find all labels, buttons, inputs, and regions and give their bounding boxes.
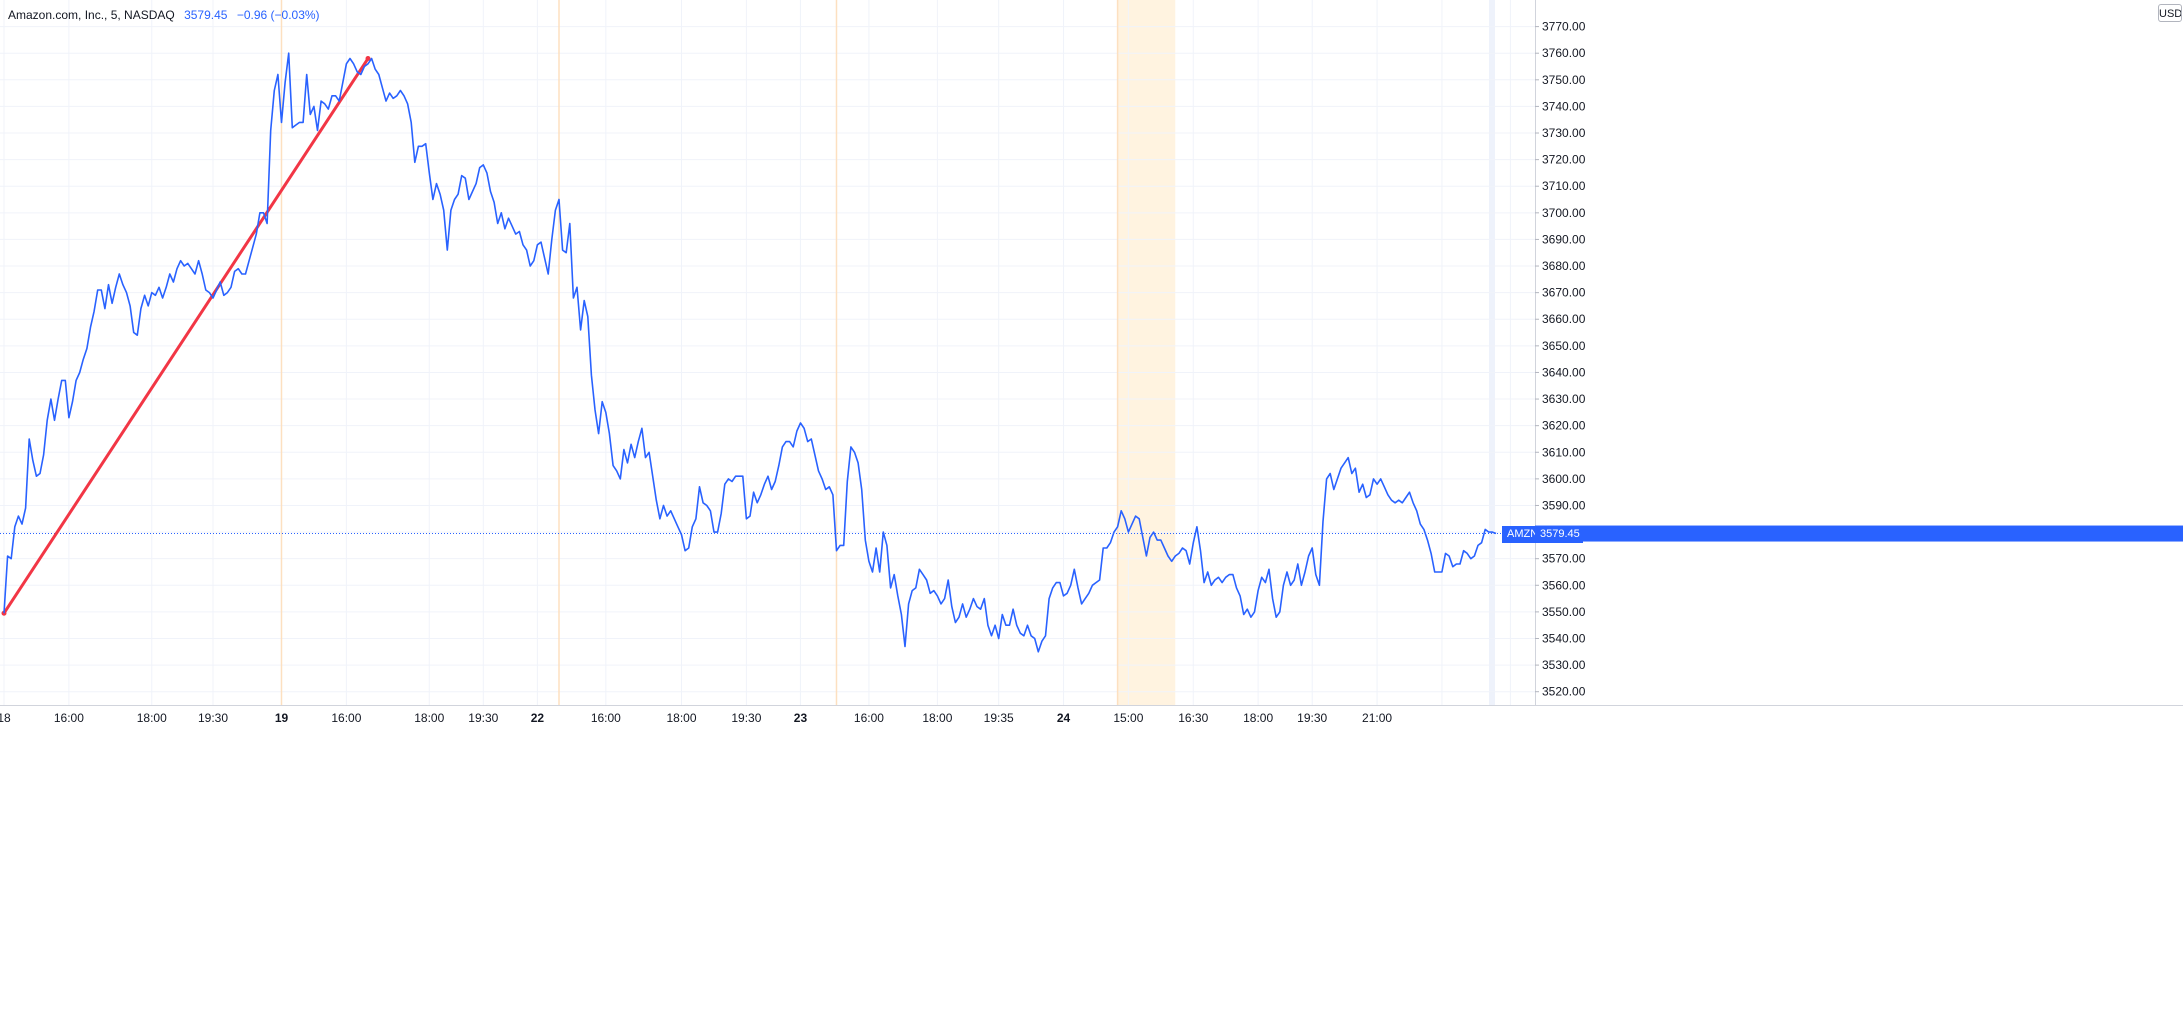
x-tick-label: 19:30 xyxy=(468,711,498,725)
x-tick-label: 16:00 xyxy=(591,711,621,725)
trend-line-drawing[interactable] xyxy=(2,57,370,615)
x-tick-label: 15:00 xyxy=(1113,711,1143,725)
x-tick-label: 16:30 xyxy=(1178,711,1208,725)
y-tick-label: 3720.00 xyxy=(1542,153,1586,167)
x-tick-label: 18:00 xyxy=(667,711,697,725)
y-tick-label: 3590.00 xyxy=(1542,498,1586,512)
y-tick-label: 3760.00 xyxy=(1542,46,1586,60)
session-highlight-band xyxy=(1117,0,1176,705)
y-tick-label: 3640.00 xyxy=(1542,365,1586,379)
x-tick-label: 19:30 xyxy=(198,711,228,725)
grid-layer xyxy=(0,0,1535,705)
x-tick-label: 19:30 xyxy=(731,711,761,725)
x-tick-label: 22 xyxy=(531,711,545,725)
x-tick-label: 19:35 xyxy=(984,711,1014,725)
x-tick-label: 23 xyxy=(794,711,808,725)
y-tick-label: 3690.00 xyxy=(1542,232,1586,246)
y-tick-label: 3560.00 xyxy=(1542,578,1586,592)
x-tick-label: 24 xyxy=(1057,711,1071,725)
price-line-series xyxy=(3,52,1497,653)
x-tick-label: 18:00 xyxy=(137,711,167,725)
trend-line-end-handle[interactable] xyxy=(365,56,371,62)
y-tick-label: 3700.00 xyxy=(1542,206,1586,220)
x-tick-label: 19 xyxy=(275,711,289,725)
price-series-layer xyxy=(3,52,1497,653)
trend-line-start-handle[interactable] xyxy=(1,610,7,616)
current-bar-highlight xyxy=(1489,0,1495,705)
x-tick-label: 18 xyxy=(0,711,11,725)
last-price-symbol-tag: AMZN xyxy=(1502,525,1544,543)
y-tick-label: 3620.00 xyxy=(1542,419,1586,433)
x-tick-label: 19:30 xyxy=(1297,711,1327,725)
y-tick-label: 3570.00 xyxy=(1542,552,1586,566)
y-tick-label: 3660.00 xyxy=(1542,312,1586,326)
y-tick-label: 3680.00 xyxy=(1542,259,1586,273)
last-price-axis-marker xyxy=(1535,525,2183,542)
symbol-legend: Amazon.com, Inc., 5, NASDAQ 3579.45 −0.9… xyxy=(8,8,320,22)
currency-button[interactable]: USD xyxy=(2158,4,2182,22)
y-tick-label: 3600.00 xyxy=(1542,472,1586,486)
x-tick-label: 16:00 xyxy=(54,711,84,725)
y-tick-label: 3550.00 xyxy=(1542,605,1586,619)
symbol-title[interactable]: Amazon.com, Inc., 5, NASDAQ xyxy=(8,8,175,22)
y-tick-label: 3610.00 xyxy=(1542,445,1586,459)
y-tick-label: 3730.00 xyxy=(1542,126,1586,140)
price-axis-panel[interactable] xyxy=(1535,0,2183,1009)
x-tick-label: 18:00 xyxy=(414,711,444,725)
x-tick-label: 18:00 xyxy=(1243,711,1273,725)
x-tick-label: 21:00 xyxy=(1362,711,1392,725)
y-tick-label: 3740.00 xyxy=(1542,99,1586,113)
y-tick-label: 3540.00 xyxy=(1542,631,1586,645)
last-price-label: 3579.45 xyxy=(1535,525,1583,543)
y-tick-label: 3630.00 xyxy=(1542,392,1586,406)
trend-line-layer[interactable] xyxy=(1,56,371,616)
x-tick-label: 18:00 xyxy=(922,711,952,725)
x-tick-label: 16:00 xyxy=(331,711,361,725)
y-tick-label: 3650.00 xyxy=(1542,339,1586,353)
x-tick-label: 16:00 xyxy=(854,711,884,725)
y-tick-label: 3770.00 xyxy=(1542,20,1586,34)
background-layer xyxy=(1117,0,1495,705)
y-tick-label: 3530.00 xyxy=(1542,658,1586,672)
y-tick-label: 3670.00 xyxy=(1542,286,1586,300)
y-tick-label: 3710.00 xyxy=(1542,179,1586,193)
legend-change: −0.96 (−0.03%) xyxy=(236,8,320,22)
legend-last-price: 3579.45 xyxy=(184,8,228,22)
y-tick-label: 3520.00 xyxy=(1542,685,1586,699)
y-tick-label: 3750.00 xyxy=(1542,73,1586,87)
